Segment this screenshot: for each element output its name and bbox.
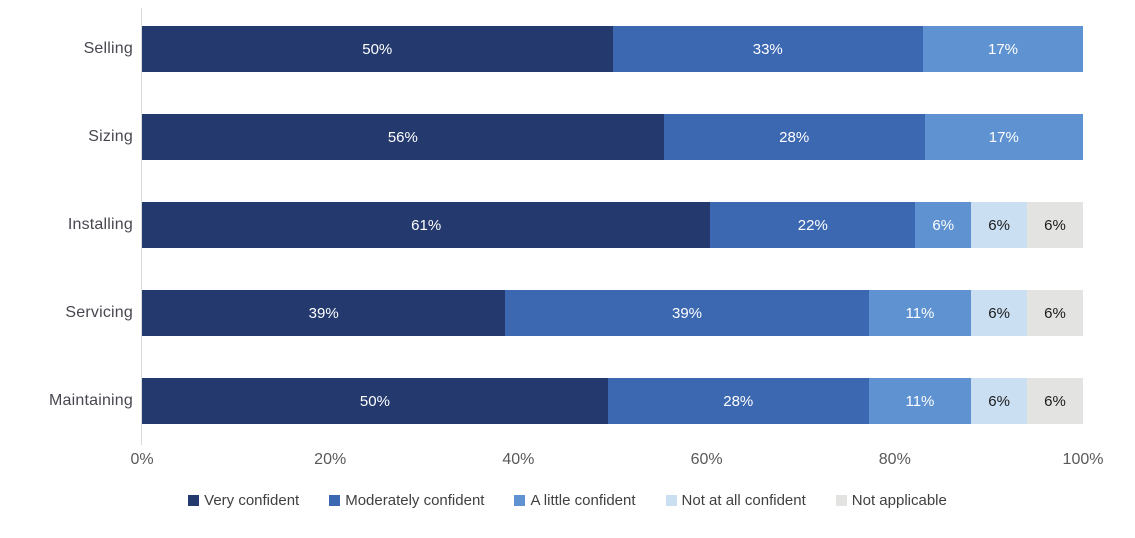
category-label: Servicing — [65, 304, 133, 321]
segment-value-label: 50% — [362, 40, 393, 58]
legend-label: Very confident — [204, 492, 300, 509]
bar-segment: 6% — [915, 202, 972, 248]
legend-swatch-icon — [514, 495, 526, 506]
legend-swatch-icon — [188, 495, 200, 506]
bar-row: 50% 33% 17% — [142, 5, 1083, 93]
bar-segment: 6% — [971, 290, 1028, 336]
category-label: Sizing — [88, 128, 133, 145]
bar-segment: 17% — [923, 26, 1083, 72]
legend-label: Not applicable — [851, 492, 947, 509]
legend-swatch-icon — [835, 495, 847, 506]
plot-area: 50% 33% 17% 56% 28% 17% 61% 22% 6% 6% 6% 39% 39% 11% 6… — [142, 5, 1083, 445]
stacked-bar: 61% 22% 6% 6% 6% — [142, 202, 1083, 248]
bar-segment: 56% — [142, 114, 664, 160]
segment-value-label: 6% — [1044, 304, 1066, 322]
x-tick-label: 0% — [130, 451, 154, 468]
legend-swatch-icon — [665, 495, 677, 506]
category-label: Installing — [67, 216, 133, 233]
bar-segment: 61% — [142, 202, 711, 248]
segment-value-label: 28% — [723, 392, 754, 410]
segment-value-label: 6% — [932, 216, 955, 234]
category-label: Maintaining — [48, 392, 133, 409]
x-tick-label: 40% — [502, 451, 535, 468]
bar-segment: 11% — [868, 290, 972, 336]
stacked-bar: 50% 33% 17% — [142, 26, 1083, 72]
bar-segment: 17% — [924, 114, 1083, 160]
legend-item: A little confident — [514, 492, 636, 509]
segment-value-label: 39% — [672, 304, 703, 322]
segment-value-label: 22% — [797, 216, 828, 234]
bar-segment: 39% — [142, 290, 506, 336]
bar-segment: 6% — [1027, 290, 1083, 336]
legend-label: Moderately confident — [345, 492, 485, 509]
bar-segment: 22% — [710, 202, 916, 248]
x-tick-label: 20% — [314, 451, 347, 468]
segment-value-label: 17% — [987, 40, 1019, 58]
segment-value-label: 6% — [988, 216, 1010, 234]
bar-row: 61% 22% 6% 6% 6% — [142, 181, 1083, 269]
bar-segment: 33% — [612, 26, 924, 72]
segment-value-label: 28% — [779, 128, 810, 146]
bar-segment: 39% — [505, 290, 869, 336]
legend-swatch-icon — [329, 495, 341, 506]
segment-value-label: 17% — [988, 128, 1019, 146]
y-axis-category-labels: Selling Sizing Installing Servicing Maintain… — [0, 5, 133, 445]
bar-segment: 28% — [663, 114, 925, 160]
legend-label: Not at all confident — [681, 492, 806, 509]
bar-segment: 6% — [1027, 202, 1083, 248]
stacked-bar: 39% 39% 11% 6% 6% — [142, 290, 1083, 336]
stacked-bar: 56% 28% 17% — [142, 114, 1083, 160]
bar-segment: 6% — [971, 378, 1028, 424]
bar-row: 56% 28% 17% — [142, 93, 1083, 181]
legend-item: Moderately confident — [329, 492, 484, 509]
segment-value-label: 6% — [988, 392, 1010, 410]
bar-segment: 6% — [971, 202, 1028, 248]
legend-item: Very confident — [188, 492, 299, 509]
segment-value-label: 11% — [905, 304, 935, 322]
legend-item: Not applicable — [835, 492, 947, 509]
y-axis-line — [141, 8, 142, 445]
bar-row: 50% 28% 11% 6% 6% — [142, 357, 1083, 445]
stacked-bar: 50% 28% 11% 6% 6% — [142, 378, 1083, 424]
bar-segment: 50% — [142, 26, 613, 72]
segment-value-label: 6% — [1044, 392, 1066, 410]
bar-row: 39% 39% 11% 6% 6% — [142, 269, 1083, 357]
segment-value-label: 61% — [411, 216, 442, 234]
segment-value-label: 50% — [359, 392, 390, 410]
bar-segment: 50% — [142, 378, 608, 424]
legend-item: Not at all confident — [665, 492, 806, 509]
x-tick-label: 100% — [1062, 451, 1104, 468]
x-tick-label: 60% — [690, 451, 723, 468]
segment-value-label: 33% — [752, 40, 783, 58]
segment-value-label: 6% — [988, 304, 1010, 322]
segment-value-label: 56% — [387, 128, 418, 146]
x-axis-tick-labels: 0% 20% 40% 60% 80% 100% — [130, 451, 1103, 473]
bar-segment: 28% — [607, 378, 869, 424]
bar-segment: 6% — [1027, 378, 1083, 424]
segment-value-label: 39% — [308, 304, 339, 322]
legend-label: A little confident — [530, 492, 636, 509]
legend: Very confident Moderately confident A litt… — [0, 492, 1135, 509]
segment-value-label: 6% — [1044, 216, 1066, 234]
bar-segment: 11% — [868, 378, 972, 424]
x-tick-label: 80% — [878, 451, 911, 468]
segment-value-label: 11% — [905, 392, 935, 410]
category-label: Selling — [83, 40, 133, 57]
